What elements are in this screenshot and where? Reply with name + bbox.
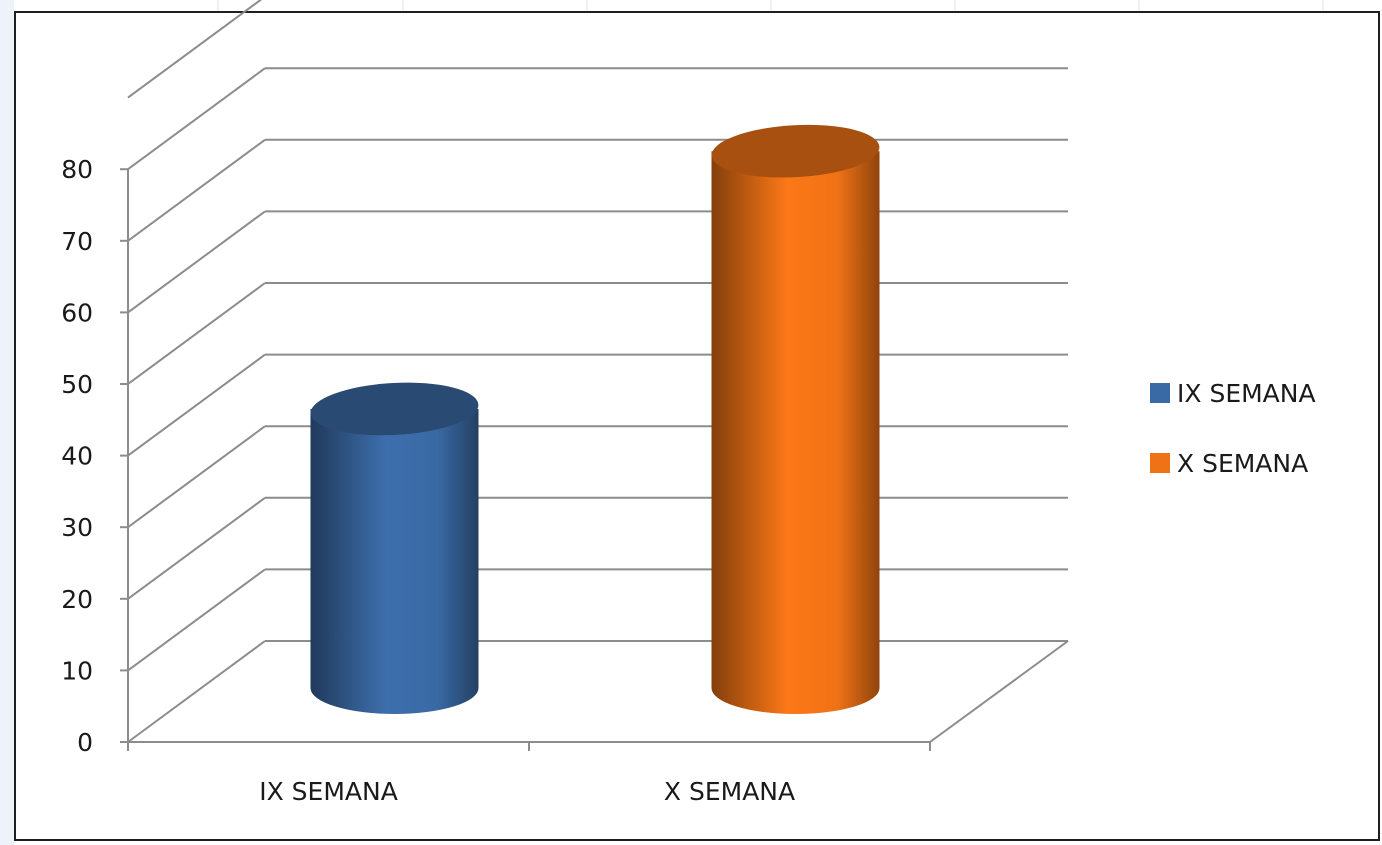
axes [120, 168, 1069, 751]
y-tick-label: 0 [77, 728, 93, 757]
sheet-left-margin [0, 0, 14, 845]
y-tick-label: 10 [61, 656, 93, 685]
side-wall-gridline [127, 138, 266, 242]
legend: IX SEMANA X SEMANA [1150, 379, 1316, 478]
y-tick-label: 30 [61, 513, 93, 542]
gridlines [127, 0, 1068, 672]
legend-swatch [1150, 383, 1170, 403]
floor-right-edge [929, 640, 1069, 743]
side-wall-gridline [127, 67, 266, 171]
bar-body [711, 151, 880, 715]
y-tick-label: 40 [61, 442, 93, 471]
x-tick-label: IX SEMANA [259, 777, 398, 806]
bar [711, 124, 880, 715]
side-wall-gridline [127, 0, 263, 99]
y-tick-label: 70 [61, 227, 93, 256]
legend-label: X SEMANA [1177, 449, 1308, 478]
floor-left-edge [127, 640, 266, 743]
legend-swatch [1150, 453, 1170, 473]
side-wall-gridline [127, 353, 266, 457]
y-tick-label: 20 [61, 585, 93, 614]
side-wall-gridline [127, 425, 266, 529]
bar-top-cap [711, 124, 880, 178]
bar-body [310, 408, 479, 715]
y-tick-label: 80 [61, 155, 93, 184]
y-tick-label: 60 [61, 298, 93, 327]
side-wall-gridline [127, 568, 266, 672]
bars [310, 124, 880, 715]
x-tick-label: X SEMANA [664, 777, 795, 806]
bar-top-cap [310, 382, 479, 436]
labels: 0 10 20 30 40 50 60 70 80 IX SEMANA X SEMANA [61, 155, 795, 806]
side-wall-gridline [127, 210, 266, 314]
side-wall-gridline [127, 282, 266, 385]
bar [310, 382, 479, 715]
legend-label: IX SEMANA [1177, 379, 1316, 408]
side-wall-gridline [127, 496, 266, 600]
y-tick-label: 50 [61, 370, 93, 399]
